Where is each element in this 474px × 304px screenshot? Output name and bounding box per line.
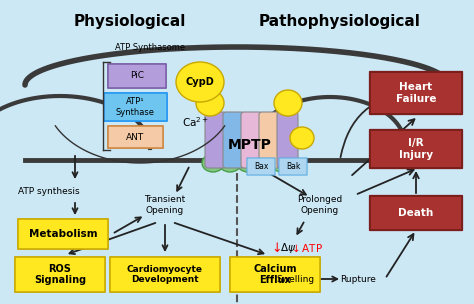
FancyBboxPatch shape xyxy=(18,219,108,249)
Text: $\downarrow$: $\downarrow$ xyxy=(269,241,281,255)
Text: Rupture: Rupture xyxy=(340,275,376,284)
Ellipse shape xyxy=(176,62,224,102)
Text: CypD: CypD xyxy=(186,77,214,87)
Text: I/R
Injury: I/R Injury xyxy=(399,138,433,160)
Ellipse shape xyxy=(274,90,302,116)
FancyBboxPatch shape xyxy=(230,257,320,292)
Text: PiC: PiC xyxy=(130,71,144,81)
Text: Physiological: Physiological xyxy=(74,14,186,29)
Ellipse shape xyxy=(271,154,293,172)
Text: $\Delta\psi$: $\Delta\psi$ xyxy=(280,241,296,255)
FancyBboxPatch shape xyxy=(104,93,167,121)
FancyBboxPatch shape xyxy=(223,112,244,168)
FancyBboxPatch shape xyxy=(108,126,163,148)
Ellipse shape xyxy=(290,127,314,149)
Text: MPTP: MPTP xyxy=(228,138,272,152)
Text: Bax: Bax xyxy=(254,162,268,171)
Text: ATP Synthasome: ATP Synthasome xyxy=(115,43,185,51)
FancyBboxPatch shape xyxy=(15,257,105,292)
Text: Ca$^{2+}$: Ca$^{2+}$ xyxy=(182,115,210,129)
FancyBboxPatch shape xyxy=(110,257,220,292)
Text: ATP synthesis: ATP synthesis xyxy=(18,186,80,195)
Text: Prolonged
Opening: Prolonged Opening xyxy=(297,195,343,215)
Ellipse shape xyxy=(237,154,259,172)
Ellipse shape xyxy=(196,90,224,116)
Text: ROS
Signaling: ROS Signaling xyxy=(34,264,86,285)
Text: Metabolism: Metabolism xyxy=(29,229,97,239)
FancyBboxPatch shape xyxy=(241,112,262,168)
Text: Death: Death xyxy=(398,208,434,218)
Text: $\downarrow$ATP: $\downarrow$ATP xyxy=(289,243,323,254)
FancyBboxPatch shape xyxy=(259,112,280,168)
Text: Transient
Opening: Transient Opening xyxy=(145,195,186,215)
Text: ANT: ANT xyxy=(127,133,145,141)
FancyBboxPatch shape xyxy=(247,158,275,175)
FancyBboxPatch shape xyxy=(205,112,226,168)
Ellipse shape xyxy=(254,154,276,172)
FancyBboxPatch shape xyxy=(108,64,166,88)
Text: Bak: Bak xyxy=(286,162,300,171)
FancyBboxPatch shape xyxy=(370,196,462,230)
Text: Heart
Failure: Heart Failure xyxy=(396,82,436,104)
Ellipse shape xyxy=(219,154,241,172)
Text: Pathophysiological: Pathophysiological xyxy=(259,14,421,29)
Text: Swelling: Swelling xyxy=(276,275,314,284)
Text: ATP¹
Synthase: ATP¹ Synthase xyxy=(116,98,155,116)
FancyBboxPatch shape xyxy=(370,72,462,114)
FancyBboxPatch shape xyxy=(370,130,462,168)
Text: Cardiomyocyte
Development: Cardiomyocyte Development xyxy=(127,265,203,284)
FancyBboxPatch shape xyxy=(279,158,307,175)
FancyBboxPatch shape xyxy=(277,112,298,168)
Text: Calcium
Efflux: Calcium Efflux xyxy=(253,264,297,285)
Ellipse shape xyxy=(202,154,224,172)
